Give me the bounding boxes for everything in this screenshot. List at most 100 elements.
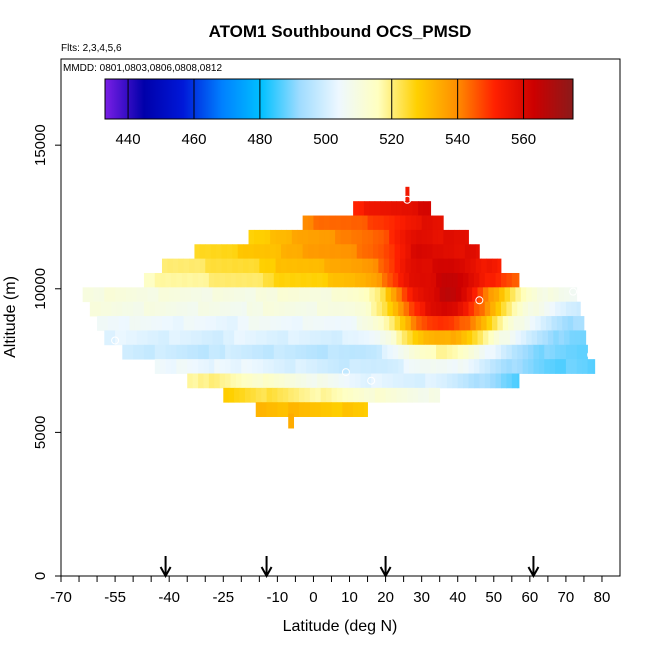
heat-cell bbox=[326, 330, 332, 346]
heat-cell bbox=[199, 258, 206, 274]
heat-cell bbox=[308, 258, 314, 274]
heat-cell bbox=[248, 258, 255, 274]
heat-cell bbox=[409, 301, 415, 317]
x-axis: -70 -55 -40 -25 -10 0 10 20 30 40 50 60 70 80 bbox=[50, 575, 620, 606]
heat-cell bbox=[544, 344, 551, 360]
heat-cell bbox=[396, 201, 403, 216]
heat-cell bbox=[340, 244, 347, 260]
heat-cell bbox=[526, 330, 533, 346]
heat-cell bbox=[392, 344, 399, 360]
heat-cell bbox=[380, 287, 386, 303]
heat-cell bbox=[394, 258, 401, 274]
heat-cell bbox=[106, 301, 112, 317]
heat-cell bbox=[125, 287, 132, 303]
heat-cell bbox=[286, 244, 293, 260]
heat-cell bbox=[428, 201, 432, 216]
heat-cell bbox=[459, 229, 466, 245]
heat-cell bbox=[345, 215, 352, 231]
heat-cell bbox=[531, 287, 538, 303]
heat-cell bbox=[463, 373, 469, 389]
heat-cell bbox=[336, 330, 343, 346]
heat-cell bbox=[235, 359, 242, 374]
heat-cell bbox=[398, 359, 405, 374]
heat-cell bbox=[500, 272, 507, 288]
heat-cell bbox=[134, 316, 141, 331]
heat-cell bbox=[405, 186, 410, 202]
heat-cell bbox=[452, 373, 459, 389]
heat-cell bbox=[360, 344, 367, 360]
heat-cell bbox=[326, 287, 332, 303]
heat-cell bbox=[371, 344, 377, 360]
heat-cell bbox=[324, 244, 331, 260]
heat-cell bbox=[230, 344, 237, 360]
heat-cell bbox=[257, 344, 264, 360]
heat-cell bbox=[232, 316, 239, 331]
heat-cell bbox=[405, 244, 412, 260]
heat-cell bbox=[394, 316, 401, 331]
heat-cell bbox=[342, 402, 349, 417]
heat-cell bbox=[540, 316, 547, 331]
data-circle bbox=[341, 368, 350, 377]
heat-cell bbox=[400, 244, 406, 260]
heat-cell bbox=[255, 330, 262, 346]
heat-cell bbox=[538, 301, 545, 317]
heat-cell bbox=[293, 402, 300, 417]
heat-cell bbox=[558, 287, 565, 303]
heat-cell bbox=[367, 244, 374, 260]
heat-cell bbox=[416, 316, 423, 331]
heat-cell bbox=[158, 287, 165, 303]
heat-cell bbox=[243, 244, 249, 260]
heat-cell bbox=[457, 272, 464, 288]
heat-cell bbox=[389, 244, 395, 260]
heat-cell bbox=[383, 215, 390, 231]
heat-cell bbox=[225, 373, 231, 389]
heat-cell bbox=[331, 330, 338, 346]
heat-cell bbox=[398, 344, 405, 360]
heat-cell bbox=[490, 272, 496, 288]
heat-cell bbox=[349, 272, 356, 288]
heat-cell bbox=[234, 287, 240, 303]
heat-cell bbox=[362, 229, 368, 245]
heat-cell bbox=[248, 244, 255, 260]
heat-cell bbox=[446, 344, 453, 360]
heat-cell bbox=[288, 413, 295, 429]
heat-cell bbox=[371, 373, 377, 389]
heat-cell bbox=[378, 316, 385, 331]
heat-cell bbox=[542, 287, 549, 303]
heat-cell bbox=[308, 244, 314, 260]
heat-cell bbox=[439, 287, 446, 303]
heat-cell bbox=[228, 330, 235, 346]
heat-cell bbox=[389, 229, 395, 245]
heat-cell bbox=[107, 316, 114, 331]
heat-cell bbox=[571, 301, 578, 317]
heat-cell bbox=[131, 287, 138, 303]
heat-cell bbox=[277, 330, 284, 346]
heat-cell bbox=[120, 287, 127, 303]
heat-cell bbox=[324, 258, 331, 274]
heat-cell bbox=[547, 287, 554, 303]
heat-cell bbox=[273, 359, 280, 374]
heat-cell bbox=[264, 258, 271, 274]
heat-cell bbox=[304, 330, 311, 346]
y-tick-label: 5000 bbox=[32, 416, 49, 449]
heat-cell bbox=[369, 287, 376, 303]
heat-cell bbox=[160, 272, 166, 288]
heat-cell bbox=[315, 402, 322, 417]
heat-cell bbox=[88, 287, 94, 303]
heat-cell bbox=[223, 387, 230, 403]
heat-cell bbox=[470, 258, 477, 274]
heat-cell bbox=[504, 330, 511, 346]
heat-cell bbox=[336, 287, 343, 303]
heat-cell bbox=[125, 330, 132, 346]
heat-cell bbox=[390, 387, 397, 403]
heat-cell bbox=[185, 330, 192, 346]
heat-cell bbox=[468, 272, 475, 288]
heat-cell bbox=[365, 344, 372, 360]
heat-cell bbox=[219, 344, 226, 360]
heat-cell bbox=[178, 258, 185, 274]
heat-cell bbox=[425, 301, 432, 317]
heat-cell bbox=[441, 272, 448, 288]
heat-cell bbox=[500, 301, 507, 317]
heat-cell bbox=[308, 316, 314, 331]
heat-cell bbox=[336, 402, 343, 417]
